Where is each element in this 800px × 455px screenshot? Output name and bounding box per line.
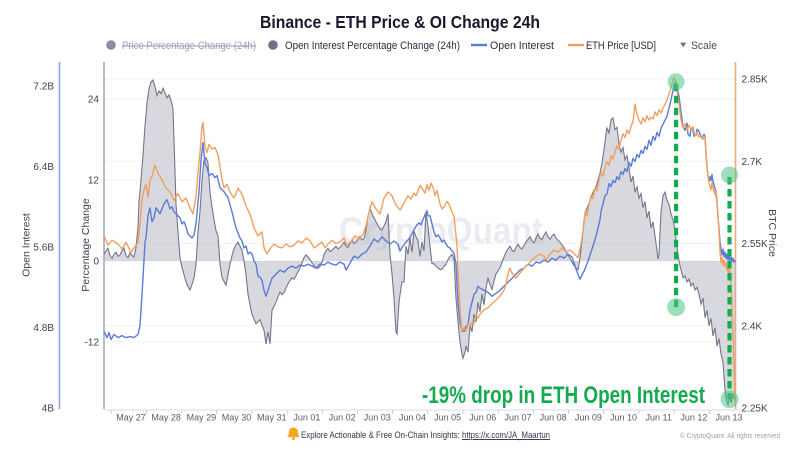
- plot-area: [103, 77, 736, 407]
- drop-endpoint-circle: [667, 73, 685, 91]
- footer-insight-label: Explore Actionable & Free On-Chain Insig…: [301, 430, 462, 441]
- x-tick-label: Jun 10: [610, 413, 637, 423]
- bell-icon: [287, 427, 300, 441]
- axis-name-btc-price: BTC Price: [766, 209, 778, 257]
- price-tick-label: 2.55K: [742, 239, 768, 250]
- x-tick-label: May 31: [257, 413, 287, 423]
- footer-copyright: © CryptoQuant. All rights reserved: [680, 431, 780, 440]
- axis-tick-labels: 4B 4.8B 5.6B 6.4B 7.2B -12 0 12 24 2.25K 2.4K 2.55K…: [33, 75, 768, 423]
- footer-insight-link[interactable]: https://x.com/JA_Maartun: [462, 430, 550, 441]
- oi-tick-label: 4B: [42, 404, 55, 415]
- eth-price-line: [103, 77, 736, 402]
- drop-annotation-overlay: [667, 73, 739, 409]
- x-tick-label: May 29: [187, 413, 217, 423]
- x-tick-label: Jun 05: [434, 413, 461, 423]
- x-tick-label: Jun 08: [540, 413, 567, 423]
- oi-tick-label: 4.8B: [33, 323, 54, 334]
- percentage-tick-label: 24: [88, 95, 100, 106]
- scale-dropdown-label: Scale: [691, 40, 717, 52]
- price-tick-label: 2.25K: [742, 404, 768, 415]
- oi-tick-label: 5.6B: [33, 243, 54, 254]
- legend-circle-marker-icon: [268, 40, 278, 50]
- x-tick-label: May 28: [151, 413, 181, 423]
- legend-label: Price Percentage Change (24h): [122, 40, 256, 52]
- price-tick-label: 2.7K: [742, 157, 763, 168]
- oi-tick-label: 6.4B: [33, 162, 54, 173]
- drop-endpoint-circle: [667, 298, 686, 317]
- axis-name-percentage-change: Percentage Change: [80, 198, 92, 292]
- chart-legend: Price Percentage Change (24h) Open Inter…: [106, 40, 717, 52]
- percentage-tick-label: 12: [88, 176, 100, 187]
- x-tick-label: Jun 03: [364, 413, 391, 423]
- legend-label: Open Interest Percentage Change (24h): [285, 40, 460, 52]
- drop-endpoint-circle: [721, 166, 739, 184]
- x-tick-label: Jun 12: [680, 413, 707, 423]
- x-tick-label: Jun 06: [469, 413, 496, 423]
- chevron-down-icon: [680, 42, 687, 48]
- legend-label: ETH Price [USD]: [586, 40, 656, 52]
- footer: Explore Actionable & Free On-Chain Insig…: [287, 427, 780, 441]
- x-tick-label: Jun 01: [293, 413, 320, 423]
- chart-title: Binance - ETH Price & OI Change 24h: [260, 12, 540, 32]
- legend-label: Open Interest: [490, 40, 554, 52]
- x-tick-label: Jun 07: [504, 413, 531, 423]
- oi-tick-label: 7.2B: [33, 82, 54, 93]
- x-tick-label: Jun 04: [399, 413, 426, 423]
- x-tick-label: Jun 09: [575, 413, 602, 423]
- legend-item-eth-price[interactable]: ETH Price [USD]: [568, 40, 656, 52]
- percentage-tick-label: -12: [85, 338, 100, 349]
- x-tick-label: May 27: [116, 413, 146, 423]
- price-tick-label: 2.4K: [742, 321, 763, 332]
- price-tick-label: 2.85K: [742, 75, 768, 86]
- grid-lines: [104, 78, 736, 343]
- legend-item-oi-percentage-change[interactable]: Open Interest Percentage Change (24h): [268, 40, 460, 52]
- axis-lines: [58, 62, 742, 414]
- x-tick-label: Jun 13: [716, 413, 743, 423]
- legend-circle-marker-icon: [106, 40, 116, 50]
- x-tick-label: May 30: [222, 413, 252, 423]
- x-tick-label: Jun 11: [646, 413, 672, 423]
- axis-name-open-interest: Open Interest: [21, 213, 33, 277]
- percentage-tick-label: 0: [93, 257, 99, 268]
- legend-item-price-percentage-change[interactable]: Price Percentage Change (24h): [106, 40, 256, 52]
- legend-item-open-interest[interactable]: Open Interest: [471, 40, 554, 52]
- drop-annotation-text: -19% drop in ETH Open Interest: [422, 382, 705, 409]
- footer-insight-text: Explore Actionable & Free On-Chain Insig…: [301, 430, 550, 441]
- x-tick-label: Jun 02: [329, 413, 356, 423]
- drop-endpoint-circle: [720, 390, 739, 409]
- scale-dropdown[interactable]: Scale: [680, 40, 717, 52]
